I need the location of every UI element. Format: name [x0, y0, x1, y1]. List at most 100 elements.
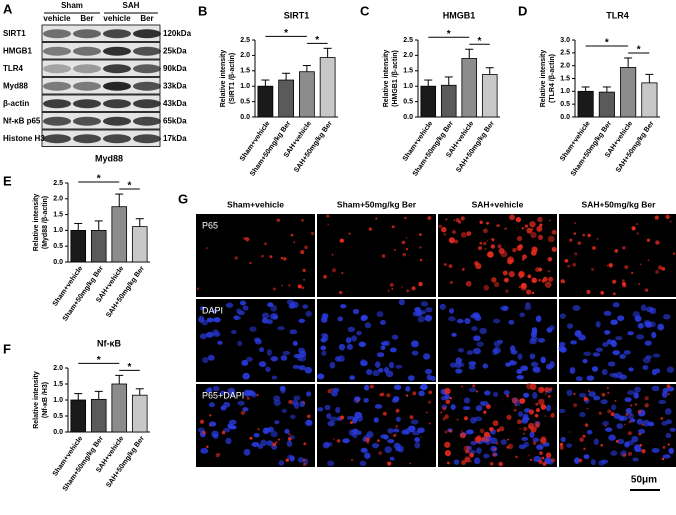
- chart-title: HMGB1: [443, 10, 476, 20]
- p65-signal: [280, 284, 283, 287]
- p65-signal: [502, 270, 508, 276]
- nucleus: [473, 335, 481, 342]
- p65-signal: [542, 461, 547, 466]
- p65-signal: [288, 284, 291, 287]
- bar: [620, 67, 637, 118]
- p65-signal: [486, 240, 489, 242]
- nucleus: [261, 317, 269, 324]
- nucleus: [492, 318, 501, 324]
- p65-signal: [280, 256, 284, 260]
- p65-signal: [288, 432, 291, 436]
- p65-signal: [526, 227, 533, 234]
- nucleus: [389, 347, 397, 353]
- p65-signal: [449, 280, 453, 284]
- bar: [461, 58, 478, 118]
- nucleus: [358, 341, 367, 348]
- nucleus: [271, 375, 278, 380]
- nucleus: [658, 399, 667, 405]
- p65-signal: [409, 415, 414, 420]
- lane-label: Ber: [80, 14, 93, 23]
- p65-signal: [381, 254, 386, 258]
- nucleus: [387, 439, 395, 444]
- p65-signal: [623, 423, 626, 426]
- nucleus: [669, 427, 676, 432]
- bar: [420, 85, 437, 118]
- p65-signal: [518, 271, 524, 277]
- p65-signal: [449, 396, 452, 400]
- nucleus: [640, 304, 647, 312]
- p65-signal: [418, 281, 423, 287]
- nucleus: [633, 392, 639, 399]
- blot-band: [73, 116, 101, 126]
- p65-signal: [459, 432, 466, 439]
- lane-label: vehicle: [43, 14, 71, 23]
- nucleus: [665, 433, 672, 439]
- bar: [70, 229, 87, 263]
- p65-signal: [494, 281, 500, 288]
- nucleus: [613, 413, 621, 420]
- nucleus: [411, 340, 419, 348]
- column-label: Sham+vehicle: [227, 199, 284, 209]
- p65-signal: [495, 442, 499, 445]
- y-axis-label: (HMGB1 /β-actin): [392, 50, 399, 107]
- nucleus: [223, 428, 231, 433]
- p65-signal: [482, 241, 487, 246]
- nucleus: [420, 383, 428, 391]
- p65-signal: [661, 267, 666, 271]
- p65-signal: [600, 443, 604, 447]
- p65-signal: [461, 459, 467, 465]
- p65-signal: [454, 239, 459, 244]
- nucleus: [351, 335, 358, 342]
- y-tick-label: 0.5: [53, 413, 63, 420]
- blot-band: [43, 99, 71, 109]
- p65-signal: [530, 231, 537, 239]
- p65-signal: [518, 244, 523, 250]
- p65-signal: [409, 462, 412, 465]
- nucleus: [219, 390, 227, 395]
- nucleus: [249, 391, 257, 397]
- p65-signal: [487, 251, 494, 258]
- p65-signal: [441, 226, 447, 233]
- nucleus: [373, 417, 379, 423]
- row-label: P65: [202, 220, 218, 230]
- y-tick-label: 0.0: [403, 114, 413, 121]
- p65-signal: [588, 389, 590, 392]
- p65-signal: [444, 387, 451, 395]
- p65-signal: [350, 458, 354, 462]
- p65-signal: [486, 221, 489, 225]
- nucleus: [666, 366, 675, 374]
- nucleus: [471, 326, 478, 331]
- nucleus: [243, 448, 251, 456]
- p65-signal: [582, 434, 586, 438]
- nucleus: [489, 437, 498, 445]
- p65-signal: [614, 399, 617, 402]
- blot-band: [73, 134, 101, 144]
- y-tick-label: 0.5: [403, 98, 413, 105]
- p65-signal: [540, 404, 547, 410]
- significance-label: *: [637, 45, 641, 56]
- p65-signal: [538, 398, 545, 406]
- nucleus: [624, 441, 630, 448]
- p65-signal: [427, 216, 432, 220]
- y-axis-label: Relative intensity: [33, 194, 40, 252]
- p65-signal: [449, 429, 453, 433]
- nucleus: [636, 334, 645, 340]
- blot-band: [103, 29, 131, 39]
- p65-signal: [548, 219, 551, 222]
- p65-signal: [427, 400, 432, 404]
- nucleus: [664, 408, 672, 415]
- p65-signal: [389, 282, 394, 287]
- nucleus: [532, 391, 538, 399]
- p65-signal: [442, 406, 447, 411]
- p65-signal: [552, 412, 555, 415]
- p65-signal: [528, 454, 531, 456]
- p65-signal: [606, 264, 609, 267]
- p65-signal: [205, 247, 208, 250]
- nucleus: [517, 411, 524, 418]
- nucleus: [440, 395, 448, 401]
- nucleus: [593, 438, 599, 445]
- row-label: Nf-κB p65: [3, 116, 41, 125]
- nucleus: [503, 390, 510, 396]
- p65-signal: [368, 227, 373, 231]
- nucleus: [297, 456, 305, 463]
